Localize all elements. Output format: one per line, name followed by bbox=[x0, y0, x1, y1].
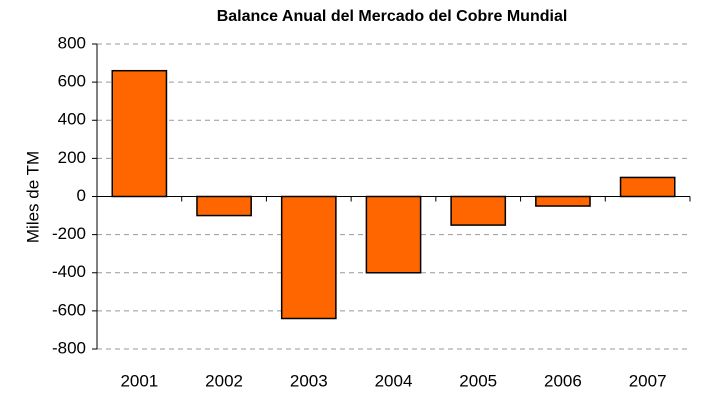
y-tick-label: -800 bbox=[52, 338, 86, 357]
chart-title: Balance Anual del Mercado del Cobre Mund… bbox=[217, 8, 568, 25]
y-tick-label: 400 bbox=[58, 110, 86, 129]
bar bbox=[450, 195, 507, 226]
x-tick-label: 2002 bbox=[205, 371, 243, 390]
x-tick-label: 2001 bbox=[120, 371, 158, 390]
bar bbox=[535, 195, 591, 207]
x-tick-label: 2005 bbox=[459, 371, 497, 390]
y-tick-label: 600 bbox=[58, 72, 86, 91]
bar bbox=[619, 176, 676, 198]
bar bbox=[111, 69, 168, 198]
y-tick-label: -200 bbox=[52, 224, 86, 243]
x-tick-label: 2007 bbox=[629, 371, 667, 390]
bar bbox=[196, 195, 252, 217]
bar bbox=[365, 195, 422, 274]
x-tick-label: 2006 bbox=[544, 371, 582, 390]
y-axis-label: Miles de TM bbox=[23, 151, 42, 243]
bar bbox=[280, 195, 337, 320]
x-tick-label: 2004 bbox=[375, 371, 413, 390]
x-tick-label: 2003 bbox=[290, 371, 328, 390]
y-tick-label: -400 bbox=[52, 262, 86, 281]
y-tick-label: 200 bbox=[58, 148, 86, 167]
y-tick-label: 800 bbox=[58, 33, 86, 52]
y-tick-label: -600 bbox=[52, 300, 86, 319]
y-tick-label: 0 bbox=[77, 186, 86, 205]
